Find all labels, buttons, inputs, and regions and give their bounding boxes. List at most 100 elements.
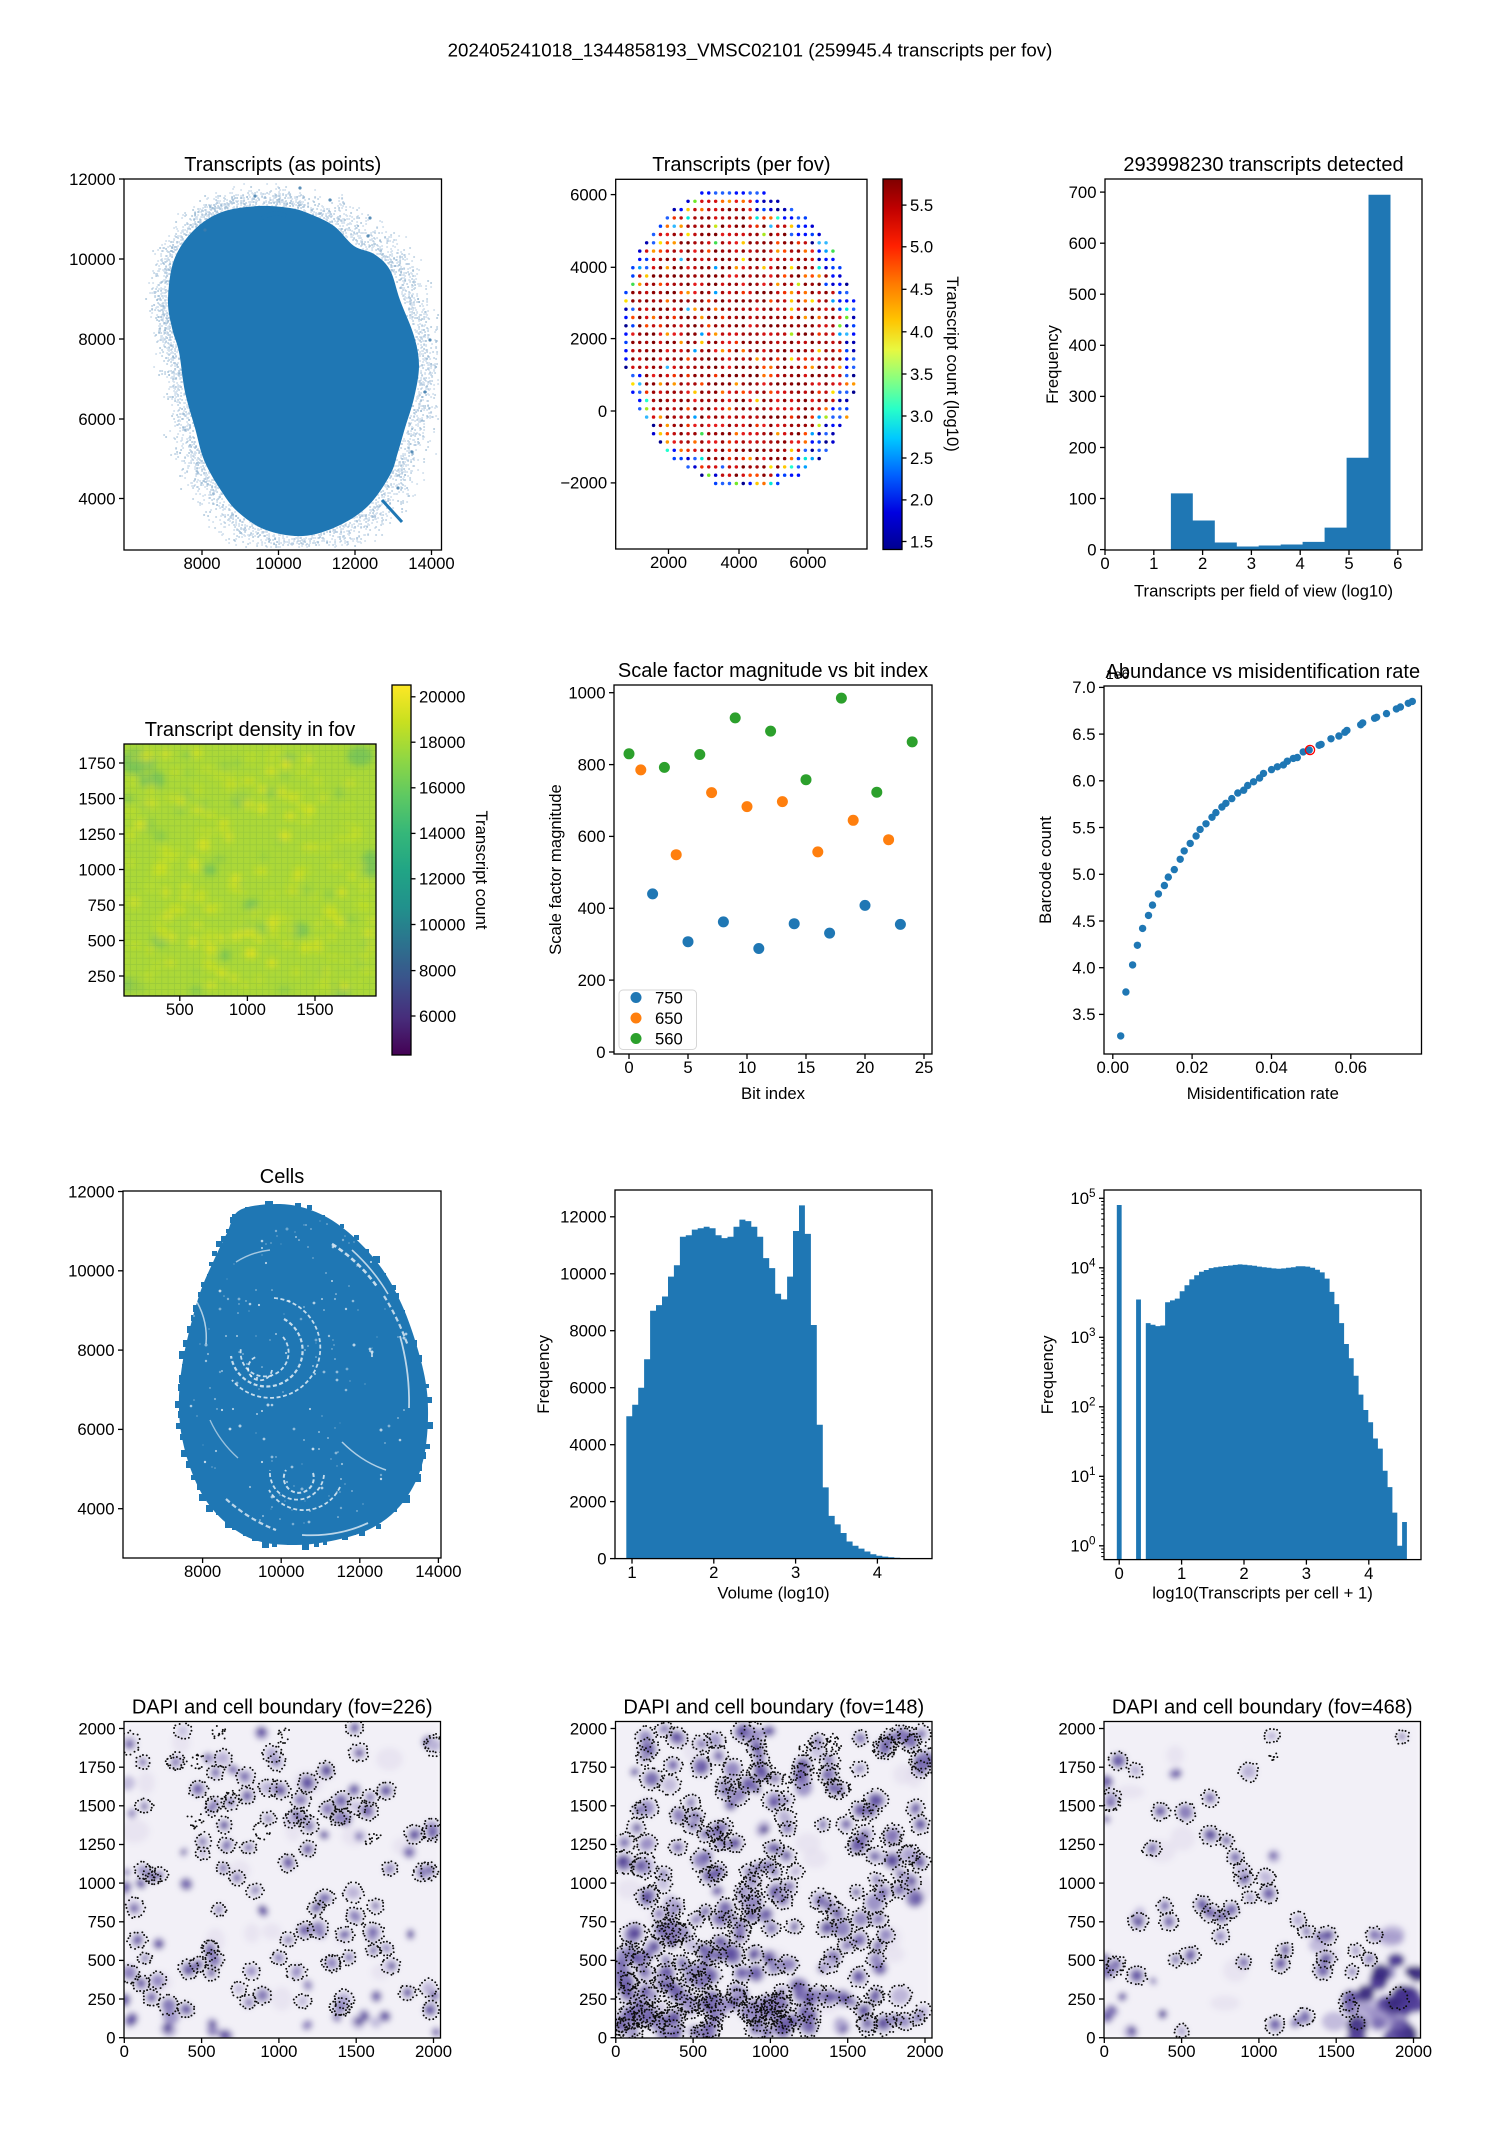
svg-text:8000: 8000 bbox=[419, 961, 456, 980]
svg-text:10000: 10000 bbox=[419, 915, 465, 934]
svg-text:2.0: 2.0 bbox=[910, 491, 933, 510]
svg-text:2000: 2000 bbox=[570, 329, 607, 348]
svg-text:800: 800 bbox=[578, 755, 606, 774]
svg-text:5: 5 bbox=[1344, 554, 1353, 573]
svg-text:Transcripts per field of view: Transcripts per field of view (log10) bbox=[1134, 582, 1393, 601]
svg-text:293998230 transcripts detected: 293998230 transcripts detected bbox=[1123, 154, 1403, 176]
svg-text:20: 20 bbox=[856, 1058, 875, 1077]
svg-text:1: 1 bbox=[1177, 1564, 1186, 1583]
svg-text:12000: 12000 bbox=[68, 1182, 114, 1201]
svg-text:3.5: 3.5 bbox=[910, 365, 933, 384]
svg-text:1000: 1000 bbox=[1058, 1874, 1095, 1893]
svg-text:4.0: 4.0 bbox=[1072, 959, 1095, 978]
svg-text:6000: 6000 bbox=[78, 410, 115, 429]
svg-text:5.0: 5.0 bbox=[1072, 865, 1095, 884]
svg-text:12000: 12000 bbox=[419, 870, 465, 889]
svg-text:8000: 8000 bbox=[184, 1562, 221, 1581]
svg-text:5.5: 5.5 bbox=[910, 196, 933, 215]
svg-text:12000: 12000 bbox=[560, 1208, 606, 1227]
svg-text:0: 0 bbox=[1087, 540, 1096, 559]
svg-text:0: 0 bbox=[106, 2029, 115, 2048]
svg-text:10000: 10000 bbox=[560, 1265, 606, 1284]
svg-text:12000: 12000 bbox=[332, 554, 378, 573]
svg-text:100: 100 bbox=[1069, 489, 1097, 508]
svg-text:1: 1 bbox=[1149, 554, 1158, 573]
svg-text:500: 500 bbox=[579, 1951, 607, 1970]
svg-text:2.5: 2.5 bbox=[910, 449, 933, 468]
svg-text:1500: 1500 bbox=[1058, 1797, 1095, 1816]
svg-text:6000: 6000 bbox=[77, 1420, 114, 1439]
svg-text:3.5: 3.5 bbox=[1072, 1005, 1095, 1024]
svg-text:1.5: 1.5 bbox=[910, 532, 933, 551]
svg-text:0: 0 bbox=[611, 2042, 620, 2061]
svg-text:4.5: 4.5 bbox=[910, 280, 933, 299]
svg-text:20000: 20000 bbox=[419, 688, 465, 707]
svg-text:4.5: 4.5 bbox=[1072, 912, 1095, 931]
svg-text:0: 0 bbox=[597, 1549, 606, 1568]
svg-text:0.02: 0.02 bbox=[1176, 1058, 1208, 1077]
svg-text:1500: 1500 bbox=[829, 2042, 866, 2061]
svg-text:4: 4 bbox=[1296, 554, 1305, 573]
svg-text:1750: 1750 bbox=[1058, 1758, 1095, 1777]
svg-text:6000: 6000 bbox=[569, 1379, 606, 1398]
svg-text:10000: 10000 bbox=[255, 554, 301, 573]
svg-text:5: 5 bbox=[683, 1058, 692, 1077]
svg-text:700: 700 bbox=[1069, 183, 1097, 202]
svg-text:4000: 4000 bbox=[569, 1436, 606, 1455]
svg-text:1000: 1000 bbox=[568, 684, 605, 703]
svg-text:1000: 1000 bbox=[78, 1874, 115, 1893]
svg-text:202405241018_1344858193_VMSC02: 202405241018_1344858193_VMSC02101 (25994… bbox=[448, 40, 1053, 62]
svg-text:750: 750 bbox=[88, 896, 116, 915]
svg-text:0: 0 bbox=[1115, 1564, 1124, 1583]
svg-text:DAPI and cell boundary (fov=14: DAPI and cell boundary (fov=148) bbox=[623, 1697, 924, 1719]
svg-text:12000: 12000 bbox=[69, 170, 115, 189]
svg-text:750: 750 bbox=[1068, 1913, 1096, 1932]
svg-text:500: 500 bbox=[679, 2042, 707, 2061]
svg-text:500: 500 bbox=[166, 1000, 194, 1019]
svg-text:8000: 8000 bbox=[77, 1341, 114, 1360]
svg-text:Scale factor magnitude: Scale factor magnitude bbox=[546, 784, 565, 955]
svg-text:Transcript density in fov: Transcript density in fov bbox=[145, 719, 355, 741]
svg-text:500: 500 bbox=[1069, 285, 1097, 304]
svg-text:10000: 10000 bbox=[69, 250, 115, 269]
svg-text:25: 25 bbox=[915, 1058, 934, 1077]
svg-text:250: 250 bbox=[579, 1990, 607, 2009]
svg-text:0: 0 bbox=[1086, 2029, 1095, 2048]
svg-text:4000: 4000 bbox=[77, 1500, 114, 1519]
svg-text:750: 750 bbox=[655, 988, 683, 1007]
svg-text:3: 3 bbox=[791, 1563, 800, 1582]
svg-text:2: 2 bbox=[1198, 554, 1207, 573]
svg-text:18000: 18000 bbox=[419, 733, 465, 752]
svg-text:650: 650 bbox=[655, 1009, 683, 1028]
svg-text:10000: 10000 bbox=[258, 1562, 304, 1581]
svg-text:10000: 10000 bbox=[68, 1262, 114, 1281]
svg-text:4000: 4000 bbox=[78, 489, 115, 508]
svg-text:0: 0 bbox=[598, 2029, 607, 2048]
svg-text:Frequency: Frequency bbox=[1038, 1335, 1057, 1414]
svg-text:0.06: 0.06 bbox=[1335, 1058, 1367, 1077]
svg-text:8000: 8000 bbox=[78, 330, 115, 349]
svg-text:1500: 1500 bbox=[338, 2042, 375, 2061]
svg-text:1: 1 bbox=[627, 1563, 636, 1582]
svg-text:1e6: 1e6 bbox=[1106, 666, 1130, 682]
svg-text:1000: 1000 bbox=[1240, 2042, 1277, 2061]
svg-text:1000: 1000 bbox=[229, 1000, 266, 1019]
svg-text:Abundance vs misidentification: Abundance vs misidentification rate bbox=[1105, 661, 1420, 683]
svg-text:0.00: 0.00 bbox=[1097, 1058, 1129, 1077]
svg-text:Transcripts (as points): Transcripts (as points) bbox=[184, 154, 381, 176]
svg-text:2000: 2000 bbox=[78, 1719, 115, 1738]
svg-text:Bit index: Bit index bbox=[741, 1084, 806, 1103]
svg-text:1500: 1500 bbox=[1318, 2042, 1355, 2061]
svg-text:6000: 6000 bbox=[570, 185, 607, 204]
svg-text:Frequency: Frequency bbox=[534, 1334, 553, 1413]
svg-text:2000: 2000 bbox=[570, 1719, 607, 1738]
svg-text:4000: 4000 bbox=[720, 553, 757, 572]
svg-text:Cells: Cells bbox=[260, 1166, 304, 1188]
svg-text:0: 0 bbox=[1100, 554, 1109, 573]
svg-text:2000: 2000 bbox=[1058, 1719, 1095, 1738]
svg-text:2000: 2000 bbox=[1395, 2042, 1432, 2061]
svg-text:14000: 14000 bbox=[415, 1562, 461, 1581]
svg-text:6.0: 6.0 bbox=[1072, 772, 1095, 791]
svg-text:300: 300 bbox=[1069, 387, 1097, 406]
svg-text:0: 0 bbox=[598, 402, 607, 421]
